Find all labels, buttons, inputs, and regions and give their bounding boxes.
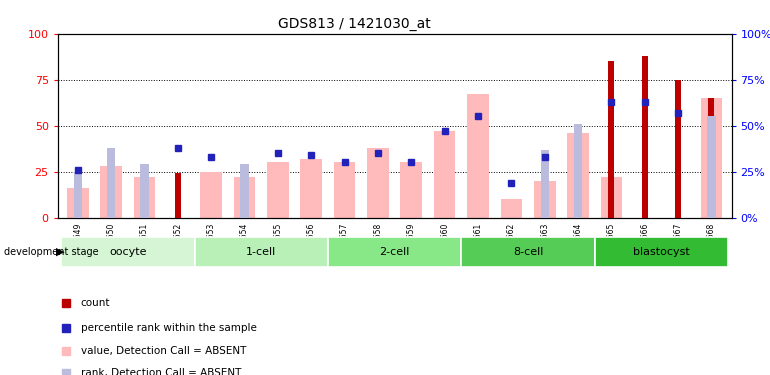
Bar xyxy=(200,172,222,217)
Text: ▶: ▶ xyxy=(56,247,65,257)
Text: development stage: development stage xyxy=(4,247,99,257)
Bar xyxy=(608,62,614,217)
Bar xyxy=(641,56,648,217)
Bar xyxy=(400,162,422,218)
Bar xyxy=(574,124,582,218)
Bar xyxy=(61,237,195,267)
Text: value, Detection Call = ABSENT: value, Detection Call = ABSENT xyxy=(81,346,246,356)
Bar xyxy=(195,237,328,267)
Bar xyxy=(461,237,594,267)
Bar xyxy=(708,116,715,218)
Bar xyxy=(100,166,122,218)
Text: oocyte: oocyte xyxy=(109,247,146,257)
Text: GDS813 / 1421030_at: GDS813 / 1421030_at xyxy=(278,17,430,31)
Bar xyxy=(601,177,622,218)
Text: percentile rank within the sample: percentile rank within the sample xyxy=(81,323,256,333)
Bar xyxy=(367,148,389,217)
Text: count: count xyxy=(81,298,110,308)
Bar xyxy=(675,80,681,218)
Bar xyxy=(267,162,289,218)
Bar xyxy=(328,237,461,267)
Text: rank, Detection Call = ABSENT: rank, Detection Call = ABSENT xyxy=(81,368,241,375)
Text: 1-cell: 1-cell xyxy=(246,247,276,257)
Bar xyxy=(541,150,549,217)
Bar xyxy=(467,94,489,218)
Bar xyxy=(233,177,256,218)
Bar xyxy=(594,237,728,267)
Bar xyxy=(107,148,116,217)
Bar xyxy=(240,164,249,218)
Bar xyxy=(140,164,149,218)
Bar xyxy=(500,199,522,217)
Bar xyxy=(434,131,456,218)
Bar xyxy=(134,177,156,218)
Text: 8-cell: 8-cell xyxy=(513,247,543,257)
Bar xyxy=(67,188,89,218)
Bar xyxy=(567,133,589,218)
Bar xyxy=(74,172,82,217)
Text: 2-cell: 2-cell xyxy=(380,247,410,257)
Bar xyxy=(300,159,322,218)
Bar xyxy=(333,162,356,218)
Bar xyxy=(701,98,722,218)
Bar xyxy=(534,181,556,218)
Bar xyxy=(708,98,715,218)
Bar xyxy=(175,173,181,217)
Text: blastocyst: blastocyst xyxy=(633,247,690,257)
